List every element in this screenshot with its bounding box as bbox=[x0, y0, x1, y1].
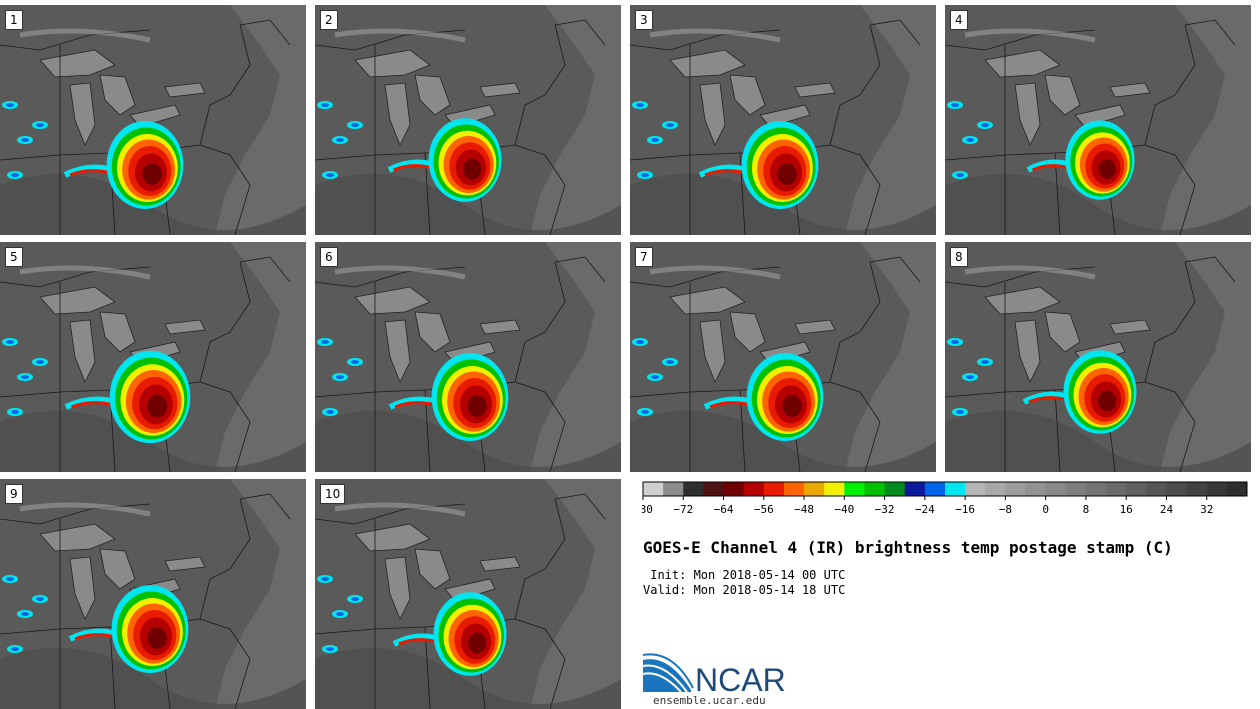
colorbar-swatch bbox=[1186, 482, 1208, 496]
colorbar-swatch bbox=[1206, 482, 1228, 496]
colorbar-swatch bbox=[723, 482, 745, 496]
ensemble-url[interactable]: ensemble.ucar.edu bbox=[653, 694, 766, 707]
stamp-panel: 2 bbox=[315, 5, 621, 235]
panel-number: 3 bbox=[635, 10, 653, 30]
colorbar-swatch bbox=[703, 482, 725, 496]
stamp-panel: 7 bbox=[630, 242, 936, 472]
ir-map bbox=[945, 242, 1251, 472]
panel-number: 8 bbox=[950, 247, 968, 267]
colorbar-swatch bbox=[864, 482, 886, 496]
colorbar-swatch bbox=[924, 482, 946, 496]
colorbar-swatch bbox=[844, 482, 865, 496]
colorbar-tick-label: −8 bbox=[999, 503, 1012, 516]
colorbar-swatch bbox=[804, 482, 825, 496]
ir-map bbox=[0, 5, 306, 235]
colorbar-swatch bbox=[1146, 482, 1167, 496]
stamp-panel: 1 bbox=[0, 5, 306, 235]
ir-map bbox=[315, 242, 621, 472]
ir-map bbox=[315, 5, 621, 235]
colorbar-tick-label: 8 bbox=[1083, 503, 1090, 516]
stamp-panel: 10 bbox=[315, 479, 621, 709]
colorbar-swatch bbox=[945, 482, 966, 496]
colorbar-tick-label: −72 bbox=[673, 503, 693, 516]
colorbar-swatch bbox=[904, 482, 926, 496]
colorbar-swatch bbox=[985, 482, 1006, 496]
stamp-panel: 3 bbox=[630, 5, 936, 235]
panel-number: 5 bbox=[5, 247, 23, 267]
ncar-logo-text: NCAR bbox=[695, 662, 786, 694]
colorbar-swatch bbox=[884, 482, 906, 496]
stamp-panel: 6 bbox=[315, 242, 621, 472]
colorbar-swatch bbox=[1126, 482, 1147, 496]
colorbar-tick-label: −48 bbox=[794, 503, 814, 516]
colorbar-swatch bbox=[1106, 482, 1127, 496]
panel-number: 7 bbox=[635, 247, 653, 267]
panel-number: 6 bbox=[320, 247, 338, 267]
stamp-panel: 5 bbox=[0, 242, 306, 472]
colorbar-tick-label: 24 bbox=[1160, 503, 1174, 516]
panel-number: 1 bbox=[5, 10, 23, 30]
panel-number: 2 bbox=[320, 10, 338, 30]
colorbar-tick-label: 16 bbox=[1120, 503, 1133, 516]
colorbar-swatch bbox=[663, 482, 684, 496]
panel-number: 4 bbox=[950, 10, 968, 30]
colorbar-swatch bbox=[683, 482, 704, 496]
colorbar-swatch bbox=[783, 482, 805, 496]
colorbar-tick-label: 32 bbox=[1200, 503, 1213, 516]
colorbar-tick-label: −16 bbox=[955, 503, 975, 516]
init-time: Init: Mon 2018-05-14 00 UTC bbox=[643, 568, 846, 582]
colorbar-swatch bbox=[965, 482, 986, 496]
colorbar-swatch bbox=[1045, 482, 1067, 496]
panel-number: 9 bbox=[5, 484, 23, 504]
ir-map bbox=[630, 242, 936, 472]
valid-time: Valid: Mon 2018-05-14 18 UTC bbox=[643, 583, 846, 597]
ir-map bbox=[945, 5, 1251, 235]
colorbar-tick-label: −24 bbox=[915, 503, 935, 516]
colorbar-swatch bbox=[643, 482, 664, 496]
ir-map bbox=[630, 5, 936, 235]
colorbar-tick-label: −56 bbox=[754, 503, 774, 516]
ir-map bbox=[0, 479, 306, 709]
ncar-logo: NCAR bbox=[643, 653, 786, 694]
colorbar-swatch bbox=[743, 482, 765, 496]
colorbar-tick-label: −80 bbox=[642, 503, 653, 516]
colorbar-swatch bbox=[1025, 482, 1047, 496]
ir-map bbox=[315, 479, 621, 709]
stamp-panel: 8 bbox=[945, 242, 1251, 472]
colorbar-swatch bbox=[1005, 482, 1027, 496]
colorbar-tick-label: −40 bbox=[834, 503, 854, 516]
figure-title: GOES-E Channel 4 (IR) brightness temp po… bbox=[643, 538, 1173, 557]
colorbar-swatch bbox=[1065, 482, 1087, 496]
ir-map bbox=[0, 242, 306, 472]
stamp-panel: 4 bbox=[945, 5, 1251, 235]
colorbar-swatch bbox=[1166, 482, 1188, 496]
panel-number: 10 bbox=[320, 484, 346, 504]
colorbar-swatch bbox=[824, 482, 845, 496]
colorbar-swatch bbox=[1085, 482, 1107, 496]
colorbar-tick-label: −32 bbox=[875, 503, 895, 516]
stamp-panel: 9 bbox=[0, 479, 306, 709]
colorbar-tick-label: 0 bbox=[1042, 503, 1049, 516]
colorbar-tick-label: −64 bbox=[714, 503, 734, 516]
colorbar-swatch bbox=[763, 482, 785, 496]
colorbar-swatch bbox=[1226, 482, 1248, 496]
